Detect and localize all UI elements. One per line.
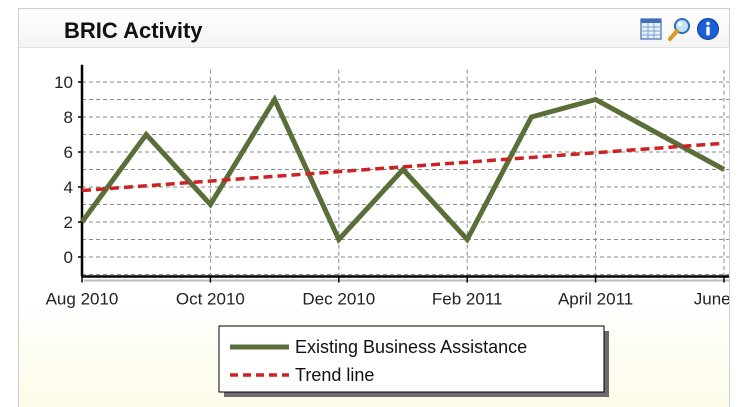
legend-label: Trend line [295, 365, 374, 385]
y-tick-label: 10 [54, 73, 73, 92]
legend-box [218, 325, 605, 393]
chart-axes [78, 64, 729, 283]
y-tick-label: 6 [64, 143, 73, 162]
panel-title: BRIC Activity [64, 18, 203, 43]
y-tick-label: 2 [64, 213, 73, 232]
y-tick-label: 0 [64, 248, 73, 267]
line-chart: 0 2 4 6 8 10 Aug 2010 Oct 2010 Dec 2010 Feb 2011 A… [46, 64, 730, 397]
x-tick-label: Aug 2010 [46, 290, 119, 309]
x-tick-label: June 20 [694, 290, 730, 309]
zoom-icon[interactable] [668, 17, 692, 41]
x-tick-label: April 2011 [558, 290, 633, 309]
x-tick-label: Feb 2011 [432, 290, 503, 309]
x-tick-label: Oct 2010 [176, 290, 245, 309]
chart-series [79, 94, 726, 244]
y-tick-label: 8 [64, 108, 73, 127]
y-tick-label: 4 [64, 178, 73, 197]
series-line-existing-business-assistance [79, 94, 726, 244]
bric-activity-panel: BRIC Activity 0 2 4 6 8 10 Aug 2010 Oct 2010 Dec… [18, 8, 730, 407]
table-icon[interactable] [639, 17, 663, 41]
x-tick-label: Dec 2010 [302, 290, 375, 309]
legend-label: Existing Business Assistance [295, 337, 527, 357]
series-line-trend [81, 141, 725, 193]
panel-header: BRIC Activity [19, 9, 729, 48]
chart-tick-labels: 0 2 4 6 8 10 Aug 2010 Oct 2010 Dec 2010 Feb 2011 A… [46, 73, 730, 309]
chart-legend: Existing Business Assistance Trend line [218, 325, 609, 397]
info-icon[interactable] [696, 17, 720, 41]
